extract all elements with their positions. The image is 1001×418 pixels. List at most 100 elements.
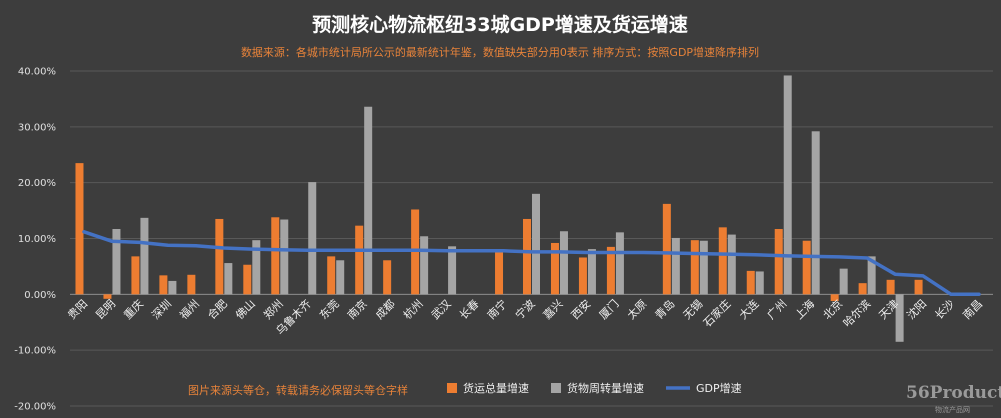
turnover-bar (783, 75, 792, 295)
freight-volume-bar (802, 240, 811, 295)
x-category-label: 贵阳 (65, 297, 90, 322)
y-tick-label: -20.00% (14, 402, 56, 413)
freight-volume-bar (690, 240, 699, 295)
x-category-label: 南昌 (960, 297, 985, 322)
turnover-bar (839, 268, 848, 295)
y-tick-label: 40.00% (18, 67, 56, 78)
freight-volume-bar (355, 225, 364, 295)
watermark-subtext: 物流产品网 (935, 405, 970, 414)
turnover-bar (280, 219, 289, 295)
x-category-label: 太原 (625, 297, 650, 322)
freight-volume-bar (215, 218, 224, 295)
x-category-label: 西安 (568, 297, 593, 322)
legend-label: 货物周转量增速 (567, 381, 644, 395)
x-category-label: 厦门 (596, 297, 621, 322)
freight-volume-bar (75, 163, 84, 295)
turnover-bar (168, 280, 177, 295)
x-category-label: 宁波 (512, 297, 537, 322)
freight-volume-bar (718, 227, 727, 295)
y-tick-label: 20.00% (18, 178, 56, 189)
x-category-label: 无锡 (680, 297, 705, 322)
chart-subtitle: 数据来源：各城市统计局所公示的最新统计年鉴，数值缺失部分用0表示 排序方式：按照… (241, 45, 759, 59)
freight-volume-bar (774, 229, 783, 295)
freight-volume-bar (662, 203, 671, 295)
gdp-growth-line (82, 230, 981, 297)
gdp-line (82, 230, 981, 297)
freight-volume-bar (187, 274, 196, 295)
turnover-bar (587, 249, 596, 295)
x-category-label: 长沙 (932, 297, 957, 322)
freight-volume-bar (606, 246, 615, 295)
y-axis: -20.00% -10.00% 0.00% 10.00% 20.00% 30.00% 40.… (14, 67, 56, 413)
turnover-bar (811, 131, 820, 295)
x-category-label: 东莞 (317, 297, 342, 322)
x-category-label: 杭州 (400, 297, 425, 322)
turnover-bar (867, 256, 876, 295)
watermark-logo: 56Products (906, 383, 1001, 403)
x-category-label: 大连 (736, 297, 761, 322)
turnover-bar (895, 294, 904, 342)
freight-volume-bar (886, 279, 895, 295)
x-category-label: 深圳 (149, 297, 174, 322)
x-category-label: 广州 (765, 297, 790, 322)
freight-volume-bar (495, 251, 504, 295)
freight-volume-bar (550, 242, 559, 295)
bars (75, 75, 923, 342)
x-category-label: 郑州 (260, 297, 285, 322)
legend-label: GDP增速 (696, 381, 742, 395)
turnover-bar (532, 193, 540, 295)
turnover-bar (615, 232, 624, 295)
freight-volume-bar (131, 256, 140, 295)
turnover-bar (559, 231, 568, 295)
freight-volume-bar (243, 264, 252, 295)
freight-volume-bar (746, 270, 755, 295)
x-category-label: 佛山 (233, 297, 258, 322)
gridlines (70, 70, 993, 407)
turnover-bar (308, 182, 317, 295)
freight-volume-bar (159, 275, 168, 295)
turnover-bar (224, 263, 233, 295)
legend-label: 货运总量增速 (463, 381, 529, 395)
freight-volume-bar (523, 218, 531, 295)
freight-volume-bar (383, 260, 392, 295)
freight-volume-bar (271, 217, 280, 295)
chart-title: 预测核心物流枢纽33城GDP增速及货运增速 (312, 13, 688, 36)
turnover-bar (364, 106, 373, 295)
freight-volume-bar (858, 283, 867, 295)
y-tick-label: 10.00% (18, 234, 56, 245)
source-note: 图片来源头等仓，转载请务必保留头等仓字样 (188, 383, 408, 397)
x-category-label: 嘉兴 (540, 297, 565, 322)
y-tick-label: 30.00% (18, 122, 56, 133)
freight-volume-bar (578, 257, 587, 295)
turnover-bar (420, 236, 429, 295)
legend-swatch (447, 383, 457, 393)
x-category-label: 南宁 (484, 297, 509, 322)
x-category-label: 石家庄 (700, 297, 733, 330)
x-category-label: 沈阳 (904, 297, 929, 322)
turnover-bar (448, 246, 457, 295)
turnover-bar (336, 260, 345, 295)
freight-volume-bar (914, 279, 923, 295)
x-category-label: 哈尔滨 (840, 297, 873, 330)
x-category-label: 福州 (177, 297, 202, 322)
x-category-label: 长春 (457, 297, 482, 322)
y-tick-label: 0.00% (24, 290, 56, 301)
x-category-label: 重庆 (121, 297, 146, 322)
legend-swatch (551, 383, 561, 393)
x-category-label: 北京 (820, 297, 845, 322)
y-tick-label: -10.00% (14, 346, 56, 357)
x-category-label: 上海 (792, 297, 817, 322)
turnover-bar (727, 234, 736, 295)
x-category-label: 武汉 (429, 297, 454, 322)
legend: 货运总量增速 货物周转量增速 GDP增速 (447, 381, 742, 395)
x-category-label: 南京 (344, 297, 369, 322)
watermark: 56Products 物流产品网 (906, 383, 1001, 414)
freight-volume-bar (103, 294, 112, 299)
turnover-bar (140, 217, 149, 295)
x-category-label: 昆明 (93, 297, 118, 322)
turnover-bar (112, 229, 121, 295)
turnover-bar (699, 240, 708, 295)
